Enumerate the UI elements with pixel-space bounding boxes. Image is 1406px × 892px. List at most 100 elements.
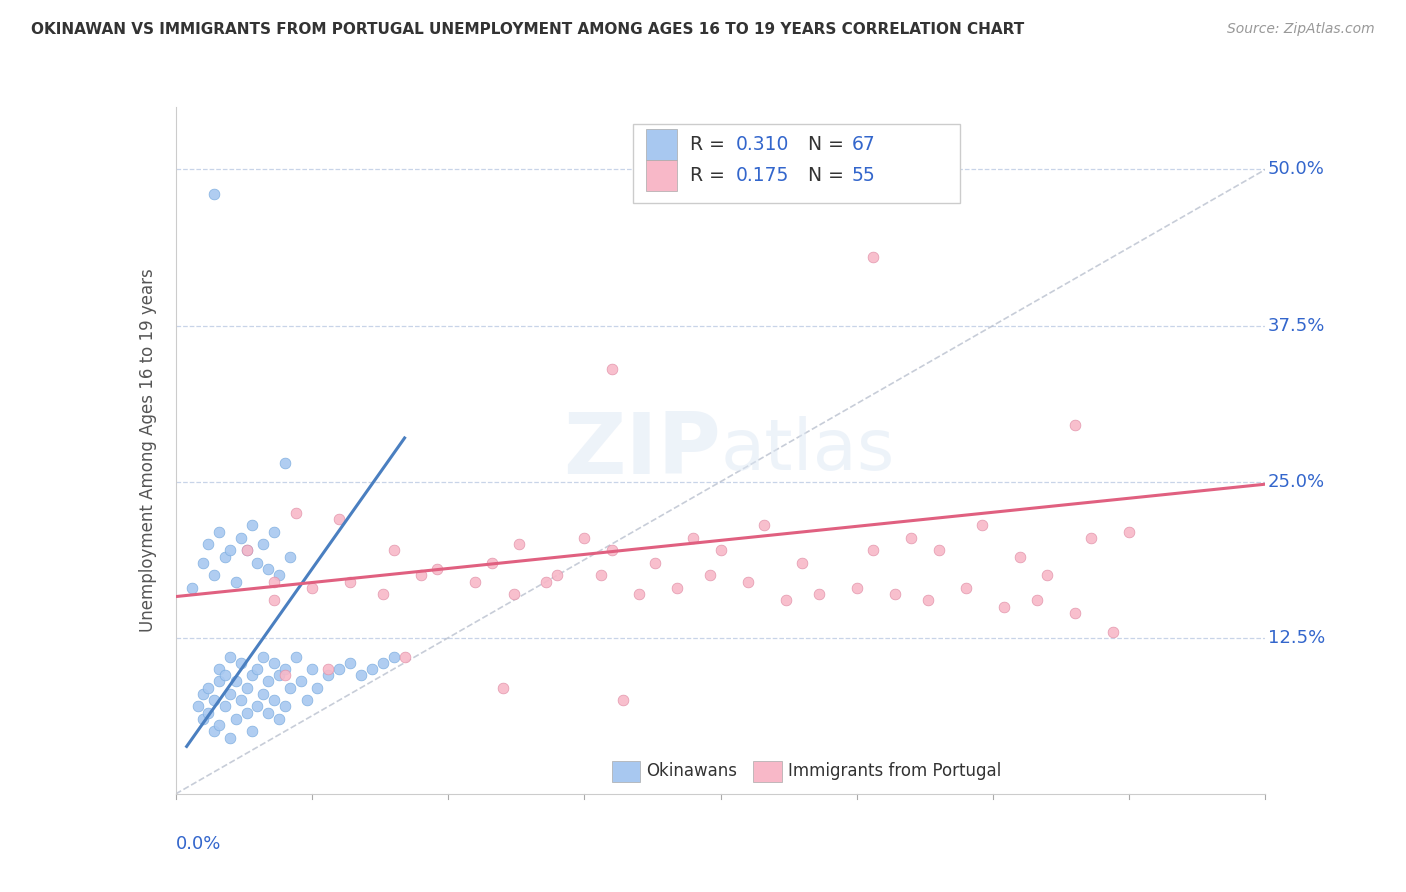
Point <box>900 531 922 545</box>
Text: 67: 67 <box>852 136 875 154</box>
Point <box>252 649 274 664</box>
Point <box>219 649 242 664</box>
Point <box>775 593 797 607</box>
Point <box>278 549 301 564</box>
Point <box>208 718 231 732</box>
Point <box>464 574 486 589</box>
Point <box>339 574 361 589</box>
FancyBboxPatch shape <box>754 761 782 781</box>
Point <box>257 674 280 689</box>
Point <box>197 681 219 695</box>
Point <box>1063 606 1085 620</box>
Point <box>186 699 209 714</box>
Point <box>225 674 247 689</box>
Text: Immigrants from Portugal: Immigrants from Portugal <box>789 763 1001 780</box>
Text: ZIP: ZIP <box>562 409 721 492</box>
Point <box>208 662 231 676</box>
Text: 55: 55 <box>852 166 875 186</box>
Point <box>360 662 382 676</box>
Point <box>589 568 612 582</box>
Point <box>181 581 204 595</box>
Point <box>917 593 939 607</box>
Point <box>371 656 394 670</box>
Point <box>214 699 236 714</box>
Point <box>295 693 318 707</box>
Point <box>197 706 219 720</box>
Point <box>301 662 323 676</box>
Text: 50.0%: 50.0% <box>1268 161 1324 178</box>
Text: 37.5%: 37.5% <box>1268 317 1324 334</box>
Text: Source: ZipAtlas.com: Source: ZipAtlas.com <box>1227 22 1375 37</box>
Point <box>382 543 405 558</box>
Point <box>240 724 263 739</box>
Point <box>644 556 666 570</box>
Point <box>219 731 242 745</box>
Point <box>235 543 257 558</box>
Point <box>710 543 733 558</box>
Point <box>257 562 280 576</box>
Text: atlas: atlas <box>721 416 896 485</box>
Point <box>269 568 291 582</box>
Point <box>278 681 301 695</box>
Point <box>928 543 950 558</box>
Text: R =: R = <box>690 136 731 154</box>
Point <box>1036 568 1059 582</box>
Point <box>246 556 269 570</box>
Point <box>225 574 247 589</box>
Point <box>1010 549 1032 564</box>
Point <box>246 662 269 676</box>
Point <box>214 668 236 682</box>
FancyBboxPatch shape <box>647 161 678 191</box>
Point <box>191 556 214 570</box>
Point <box>231 693 253 707</box>
Point <box>1063 418 1085 433</box>
Point <box>627 587 650 601</box>
Text: R =: R = <box>690 166 731 186</box>
Point <box>191 712 214 726</box>
Point <box>699 568 721 582</box>
Point <box>1102 624 1125 639</box>
Point <box>263 693 285 707</box>
Text: Okinawans: Okinawans <box>647 763 738 780</box>
Point <box>284 506 307 520</box>
Point <box>219 543 242 558</box>
Point <box>792 556 814 570</box>
Point <box>409 568 432 582</box>
Point <box>202 693 225 707</box>
Point <box>754 518 776 533</box>
Point <box>246 699 269 714</box>
Point <box>666 581 689 595</box>
Point <box>1080 531 1102 545</box>
Point <box>970 518 993 533</box>
Point <box>235 543 257 558</box>
FancyBboxPatch shape <box>633 124 960 203</box>
Point <box>202 724 225 739</box>
Point <box>274 456 297 470</box>
Point <box>263 574 285 589</box>
Point <box>807 587 830 601</box>
Y-axis label: Unemployment Among Ages 16 to 19 years: Unemployment Among Ages 16 to 19 years <box>139 268 157 632</box>
Point <box>214 549 236 564</box>
Point <box>884 587 907 601</box>
Point <box>274 699 297 714</box>
Point <box>546 568 568 582</box>
Point <box>202 187 225 202</box>
Point <box>197 537 219 551</box>
Point <box>225 712 247 726</box>
Point <box>269 712 291 726</box>
Point <box>231 531 253 545</box>
Point <box>274 662 297 676</box>
Point <box>339 656 361 670</box>
Point <box>240 668 263 682</box>
Point <box>290 674 312 689</box>
Point <box>307 681 329 695</box>
Point <box>955 581 977 595</box>
Point <box>208 674 231 689</box>
Point <box>274 668 297 682</box>
Point <box>202 568 225 582</box>
Point <box>1025 593 1047 607</box>
Point <box>600 543 623 558</box>
Text: 25.0%: 25.0% <box>1268 473 1324 491</box>
Text: 12.5%: 12.5% <box>1268 629 1324 647</box>
Text: N =: N = <box>808 136 849 154</box>
